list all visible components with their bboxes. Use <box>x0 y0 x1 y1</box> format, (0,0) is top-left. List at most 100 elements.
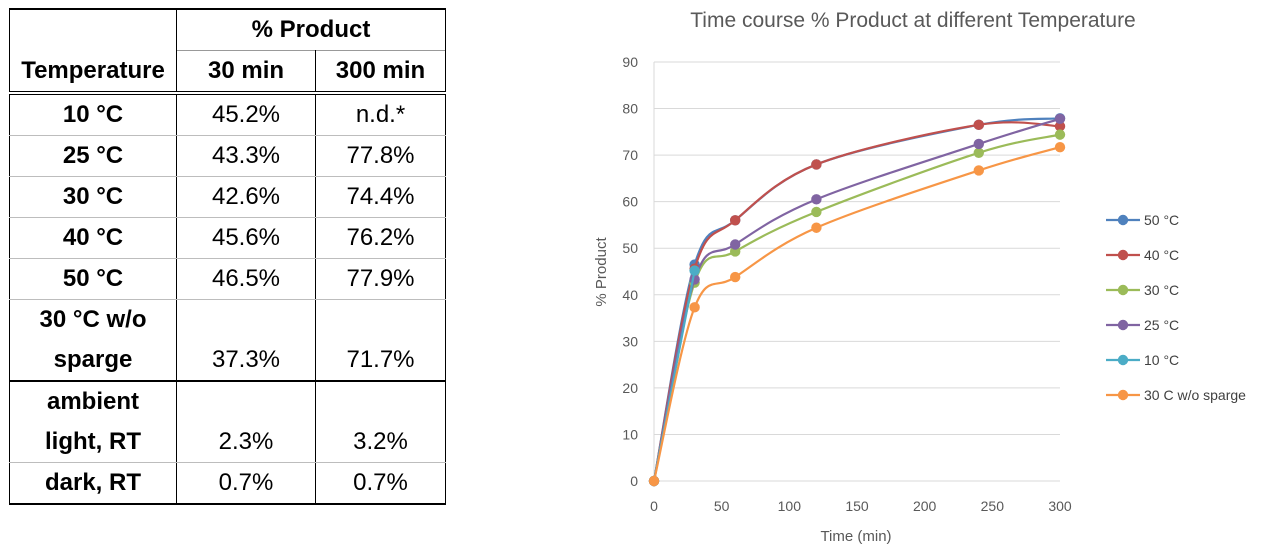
legend-label: 30 °C <box>1144 282 1179 298</box>
row-label-line: 10 °C <box>62 101 124 128</box>
legend-entry: 25 °C <box>1106 317 1179 333</box>
legend-entry: 30 °C <box>1106 282 1179 298</box>
table-row: 50 °C 46.5% 77.9% <box>9 258 446 300</box>
legend-entry: 40 °C <box>1106 247 1179 263</box>
time-course-chart: Time course % Product at different Tempe… <box>593 9 1246 545</box>
data-point <box>730 239 741 250</box>
x-tick-label: 250 <box>981 498 1005 514</box>
x-tick-label: 300 <box>1048 498 1072 514</box>
legend-swatch-marker <box>1117 214 1129 226</box>
data-point <box>973 147 984 158</box>
legend-entry: 10 °C <box>1106 352 1179 368</box>
data-point <box>1054 121 1066 132</box>
series-4 <box>648 265 700 487</box>
cell-30min: 45.6% <box>176 217 316 259</box>
y-tick-label: 60 <box>622 194 638 210</box>
series-0 <box>648 113 1066 487</box>
legend-swatch-marker <box>1117 319 1129 331</box>
row-label-line: ambient <box>46 388 139 415</box>
y-tick-label: 20 <box>622 380 638 396</box>
series-1 <box>648 119 1066 487</box>
series-5 <box>648 141 1066 487</box>
cell-300min: 76.2% <box>315 217 446 259</box>
grid <box>654 61 1060 435</box>
series-line <box>652 117 1061 482</box>
chart-title: Time course % Product at different Tempe… <box>690 9 1136 32</box>
series-2 <box>648 129 1066 487</box>
row-label-line: light, RT <box>45 428 141 455</box>
table-row: 10 °C 45.2% n.d.* <box>9 93 446 136</box>
legend-entry: 30 C w/o sparge <box>1106 387 1246 403</box>
y-tick-label: 70 <box>622 147 638 163</box>
row-label: 50 °C <box>9 258 177 300</box>
legend-swatch-marker <box>1117 284 1129 296</box>
x-axis-title: Time (min) <box>820 528 891 545</box>
legend-label: 40 °C <box>1144 247 1179 263</box>
cell-30min: 46.5% <box>176 258 316 300</box>
legend: 50 °C 40 °C 30 °C 25 °C 10 °C 30 C w/o sparge <box>1106 212 1246 403</box>
table-body: 10 °C 45.2% n.d.* 25 °C 43.3% 77.8% 30 °C 42.6%… <box>9 93 446 505</box>
table-row: 40 °C 45.6% 76.2% <box>9 217 446 259</box>
table-row: 25 °C 43.3% 77.8% <box>9 135 446 177</box>
legend-label: 25 °C <box>1144 317 1179 333</box>
x-tick-label: 100 <box>778 498 802 514</box>
data-point <box>973 138 984 150</box>
column-header-30min: 30 min <box>176 50 316 93</box>
series-lines <box>648 113 1066 487</box>
y-tick-label: 50 <box>622 240 638 256</box>
row-label: dark, RT <box>9 462 177 505</box>
y-tick-label: 90 <box>622 54 638 70</box>
data-point <box>973 165 984 176</box>
cell-300min: 71.7% <box>315 299 446 382</box>
cell-30min: 37.3% <box>176 299 316 382</box>
data-point <box>811 206 822 218</box>
series-3 <box>648 113 1066 487</box>
legend-entry: 50 °C <box>1106 212 1179 228</box>
data-point <box>973 119 984 131</box>
data-point <box>730 271 741 283</box>
results-table: % Product Temperature 30 min 300 min 10 … <box>9 8 446 505</box>
x-tick-label: 50 <box>714 498 730 514</box>
column-header-temperature: Temperature <box>9 50 177 93</box>
row-label: 30 °C <box>9 176 177 218</box>
row-label-line: 30 °C <box>62 183 124 210</box>
x-tick-label: 0 <box>650 498 658 514</box>
legend-label: 50 °C <box>1144 212 1179 228</box>
legend-swatch-marker <box>1117 354 1129 366</box>
series-line <box>652 146 1061 482</box>
row-label-line: 40 °C <box>62 224 124 251</box>
legend-swatch-marker <box>1117 249 1129 261</box>
data-point <box>811 194 822 205</box>
table-row: dark, RT 0.7% 0.7% <box>9 462 446 505</box>
cell-300min: 0.7% <box>315 462 446 505</box>
cell-30min: 43.3% <box>176 135 316 177</box>
y-tick-label: 40 <box>622 287 638 303</box>
y-tick-label: 80 <box>622 101 638 117</box>
x-tick-label: 150 <box>845 498 869 514</box>
y-axis-title: % Product <box>593 237 610 307</box>
data-point <box>689 302 700 313</box>
row-label: 10 °C <box>9 93 177 136</box>
column-header-300min: 300 min <box>315 50 446 93</box>
cell-300min: 77.8% <box>315 135 446 177</box>
y-tick-label: 10 <box>622 426 638 442</box>
corner-cell <box>9 8 177 51</box>
data-point <box>1054 113 1066 124</box>
data-point <box>811 159 822 170</box>
legend-label: 10 °C <box>1144 352 1179 368</box>
cell-30min: 2.3% <box>176 381 316 463</box>
cell-30min: 42.6% <box>176 176 316 218</box>
legend-label: 30 C w/o sparge <box>1144 387 1246 403</box>
series-line <box>652 121 1061 482</box>
legend-swatch-marker <box>1117 389 1129 401</box>
x-tick-label: 200 <box>913 498 937 514</box>
y-tick-label: 0 <box>630 473 638 489</box>
row-label: 40 °C <box>9 217 177 259</box>
row-label-line: sparge <box>53 346 133 373</box>
cell-30min: 0.7% <box>176 462 316 505</box>
table-row: 30 °C 42.6% 74.4% <box>9 176 446 218</box>
data-point <box>648 475 660 487</box>
data-point <box>811 222 822 233</box>
cell-300min: 77.9% <box>315 258 446 300</box>
row-label-line: 25 °C <box>62 142 124 169</box>
